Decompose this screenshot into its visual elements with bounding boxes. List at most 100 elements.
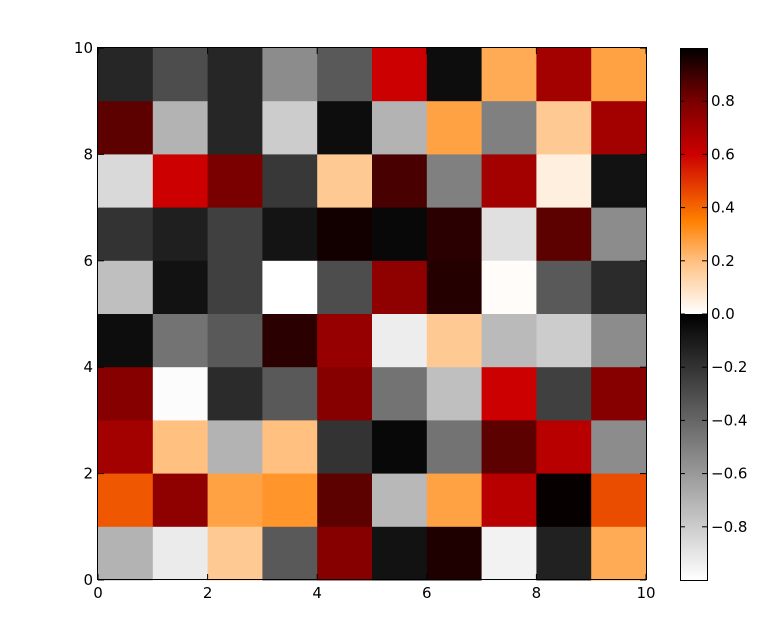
heatmap-cell [481,154,537,209]
x-tick-label: 6 [422,584,432,602]
y-tick-label: 6 [83,252,93,270]
heatmap-cell [536,473,592,528]
heatmap-cell [98,101,154,155]
heatmap-cell [372,154,428,209]
y-tick-label: 8 [83,145,93,163]
heatmap-cell [317,101,373,155]
x-tick-label: 2 [203,584,213,602]
heatmap-cell [207,526,263,581]
heatmap-cell [481,420,537,475]
heatmap-cell [207,260,263,315]
heatmap-cell [481,48,537,102]
heatmap-cell [481,101,537,155]
heatmap-cell [591,526,647,581]
heatmap-cell [317,314,373,368]
heatmap-cell [207,207,263,262]
heatmap-cell [536,207,592,262]
heatmap-cell [426,367,483,421]
heatmap-cell [426,420,483,475]
heatmap-cell [426,473,483,528]
heatmap-cell [207,473,263,528]
heatmap-cell [536,101,592,155]
heatmap-cell [317,420,373,475]
heatmap-cell [98,48,154,102]
colorbar-ticks: −0.8 −0.6 −0.4 −0.2 0.0 0.2 0.4 0.6 0.8 [680,92,747,536]
heatmap-cells [98,48,647,581]
plot-frame [97,47,647,580]
heatmap-cell [317,260,373,315]
heatmap-cell [317,48,373,102]
heatmap-cell [591,101,647,155]
heatmap-cell [152,207,209,262]
y-tick-label: 10 [74,39,93,57]
colorbar-tick-label: −0.8 [711,518,747,536]
heatmap-cell [262,154,318,209]
heatmap-cell [591,473,647,528]
heatmap-cell [262,207,318,262]
y-axis: 0 2 4 6 8 10 [74,39,646,589]
heatmap-cell [372,473,428,528]
x-tick-label: 10 [636,584,655,602]
heatmap-cell [98,154,154,209]
heatmap-cell [317,207,373,262]
colorbar-tick-label: −0.6 [711,465,747,483]
heatmap-cell [426,526,483,581]
heatmap-cell [317,526,373,581]
heatmap-cell [98,473,154,528]
x-tick-label: 4 [312,584,322,602]
heatmap-cell [481,207,537,262]
colorbar-tick-label: −0.4 [711,411,747,429]
heatmap-cell [481,314,537,368]
heatmap-cell [536,526,592,581]
heatmap-cell [207,48,263,102]
x-axis: 0 2 4 6 8 10 [93,48,656,602]
y-tick-label: 0 [83,571,93,589]
heatmap-cell [262,48,318,102]
x-tick-label: 0 [93,584,103,602]
colorbar-positive [680,48,707,314]
heatmap-cell [262,101,318,155]
heatmap-cell [262,260,318,315]
heatmap-cell [262,314,318,368]
heatmap-cell [152,473,209,528]
heatmap-cell [152,260,209,315]
heatmap-cell [152,314,209,368]
heatmap-cell [317,154,373,209]
heatmap-cell [98,420,154,475]
heatmap-cell [98,314,154,368]
heatmap-cell [536,48,592,102]
colorbar-negative [680,314,707,580]
heatmap-cell [426,101,483,155]
heatmap-cell [591,314,647,368]
heatmap-cell [262,367,318,421]
heatmap-cell [536,367,592,421]
heatmap-cell [426,207,483,262]
heatmap-cell [262,473,318,528]
heatmap-cell [481,526,537,581]
heatmap-cell [207,154,263,209]
heatmap-cell [317,473,373,528]
heatmap-cell [207,367,263,421]
heatmap-cell [536,420,592,475]
colorbar-tick-label: 0.6 [711,145,735,163]
heatmap-cell [152,367,209,421]
heatmap-cell [426,48,483,102]
heatmap-cell [262,526,318,581]
heatmap-cell [372,207,428,262]
x-tick-label: 8 [532,584,542,602]
heatmap-cell [98,207,154,262]
heatmap-cell [426,154,483,209]
heatmap-cell [591,420,647,475]
heatmap-cell [317,367,373,421]
heatmap-cell [98,526,154,581]
heatmap-cell [536,314,592,368]
heatmap-cell [481,473,537,528]
heatmap-cell [591,207,647,262]
heatmap-cell [426,314,483,368]
heatmap-cell [152,101,209,155]
heatmap-cell [152,154,209,209]
heatmap-cell [152,48,209,102]
heatmap-cell [426,260,483,315]
heatmap-cell [591,48,647,102]
